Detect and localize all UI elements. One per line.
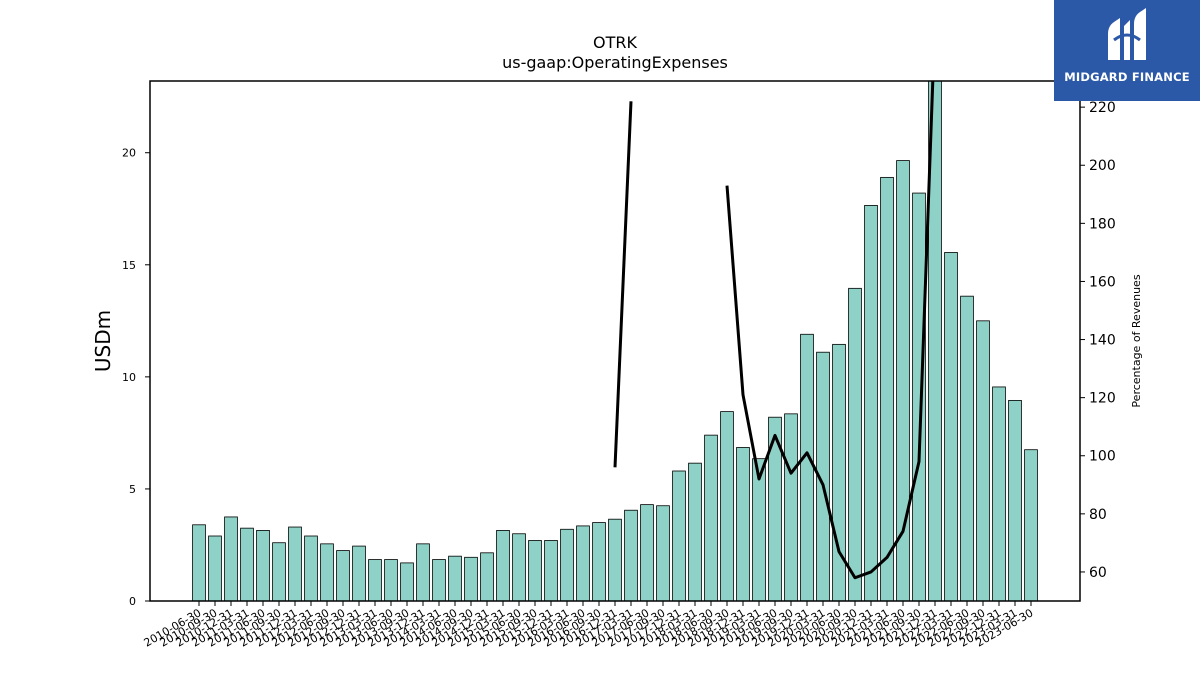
bar-2012-03-31	[304, 535, 318, 601]
percentage-line	[613, 81, 935, 580]
bar-2018-09-30	[720, 411, 734, 601]
y-axis-right: 60 80 100 120 140 160 180 200 220	[1080, 100, 1116, 581]
bar-2022-09-30	[976, 320, 990, 601]
bar-2014-12-31	[480, 552, 494, 601]
chart-title: OTRK	[593, 33, 637, 52]
logo-text: MIDGARD FINANCE	[1064, 70, 1190, 84]
bar-2020-09-30	[848, 287, 862, 601]
bar-2017-06-30	[640, 504, 654, 601]
bar-2014-09-30	[464, 556, 478, 601]
bar-2022-12-31	[992, 386, 1006, 601]
bar-2018-12-31	[736, 447, 750, 601]
y2-tick-label: 60	[1089, 565, 1107, 581]
midgard-finance-logo: MIDGARD FINANCE	[1054, 0, 1200, 101]
y2-tick-label: 140	[1089, 333, 1116, 349]
midgard-logo-icon	[1108, 8, 1146, 60]
bar-2018-06-30	[704, 434, 718, 601]
bar-2021-09-30	[912, 192, 926, 601]
y-tick-label: 20	[122, 147, 136, 160]
y2-tick-label: 100	[1089, 449, 1116, 465]
bar-2010-12-31	[224, 516, 238, 601]
bar-2022-03-31	[944, 252, 958, 601]
bar-2016-12-31	[608, 518, 622, 601]
bar-2014-06-30	[448, 555, 462, 601]
bar-2010-09-30	[208, 535, 222, 601]
x-axis: 2010-06-302010-09-302010-12-312011-03-31…	[142, 601, 1036, 650]
bar-2017-09-30	[656, 505, 670, 601]
y2-tick-label: 200	[1089, 158, 1116, 174]
bar-2011-09-30	[272, 542, 286, 601]
bar-2019-03-31	[752, 458, 766, 601]
y-axis-label: USDm	[91, 310, 115, 372]
bar-2016-03-31	[560, 528, 574, 601]
line-series	[613, 81, 935, 580]
bar-2021-03-31	[880, 176, 894, 601]
y-tick-label: 10	[122, 371, 136, 384]
bar-2023-03-31	[1008, 399, 1022, 601]
bar-2020-06-30	[832, 343, 846, 601]
y2-tick-label: 80	[1089, 507, 1107, 523]
bar-2013-12-31	[416, 543, 430, 601]
y-axis-left: 0 5 10 15 20	[122, 147, 150, 608]
bar-2020-03-31	[816, 351, 830, 601]
y2-tick-label: 120	[1089, 391, 1116, 407]
y2-tick-label: 180	[1089, 216, 1116, 232]
bar-2011-12-31	[288, 526, 302, 601]
bar-2015-12-31	[544, 540, 558, 601]
bar-2015-03-31	[496, 529, 510, 601]
chart-subtitle: us-gaap:OperatingExpenses	[502, 53, 728, 72]
bar-2021-06-30	[896, 160, 910, 601]
y-tick-label: 0	[129, 595, 136, 608]
y-tick-label: 5	[129, 483, 136, 496]
bar-2015-06-30	[512, 533, 526, 601]
bar-2012-09-30	[336, 550, 350, 601]
bar-2013-09-30	[400, 562, 414, 601]
bar-2018-03-31	[688, 462, 702, 601]
y2-axis-label: Percentage of Revenues	[1130, 274, 1143, 407]
bar-2023-06-30	[1024, 449, 1038, 601]
bar-2016-09-30	[592, 522, 606, 601]
bar-2022-06-30	[960, 295, 974, 601]
y-tick-label: 15	[122, 259, 136, 272]
bar-2014-03-31	[432, 559, 446, 601]
bar-2015-09-30	[528, 540, 542, 601]
bar-2017-12-31	[672, 470, 686, 601]
bar-2013-06-30	[384, 559, 398, 601]
y2-tick-label: 160	[1089, 274, 1116, 290]
bar-2016-06-30	[576, 525, 590, 601]
bar-2010-06-30	[192, 524, 206, 601]
bar-series	[192, 81, 1038, 601]
bar-2012-12-31	[352, 545, 366, 601]
bar-2011-03-31	[240, 527, 254, 601]
bar-2019-12-31	[800, 333, 814, 601]
bar-2013-03-31	[368, 559, 382, 601]
bar-2019-09-30	[784, 413, 798, 601]
bar-2020-12-31	[864, 204, 878, 601]
bar-2017-03-31	[624, 509, 638, 601]
bar-2012-06-30	[320, 543, 334, 601]
bar-2011-06-30	[256, 529, 270, 601]
y2-tick-label: 220	[1089, 100, 1116, 116]
bar-2019-06-30	[768, 416, 782, 601]
